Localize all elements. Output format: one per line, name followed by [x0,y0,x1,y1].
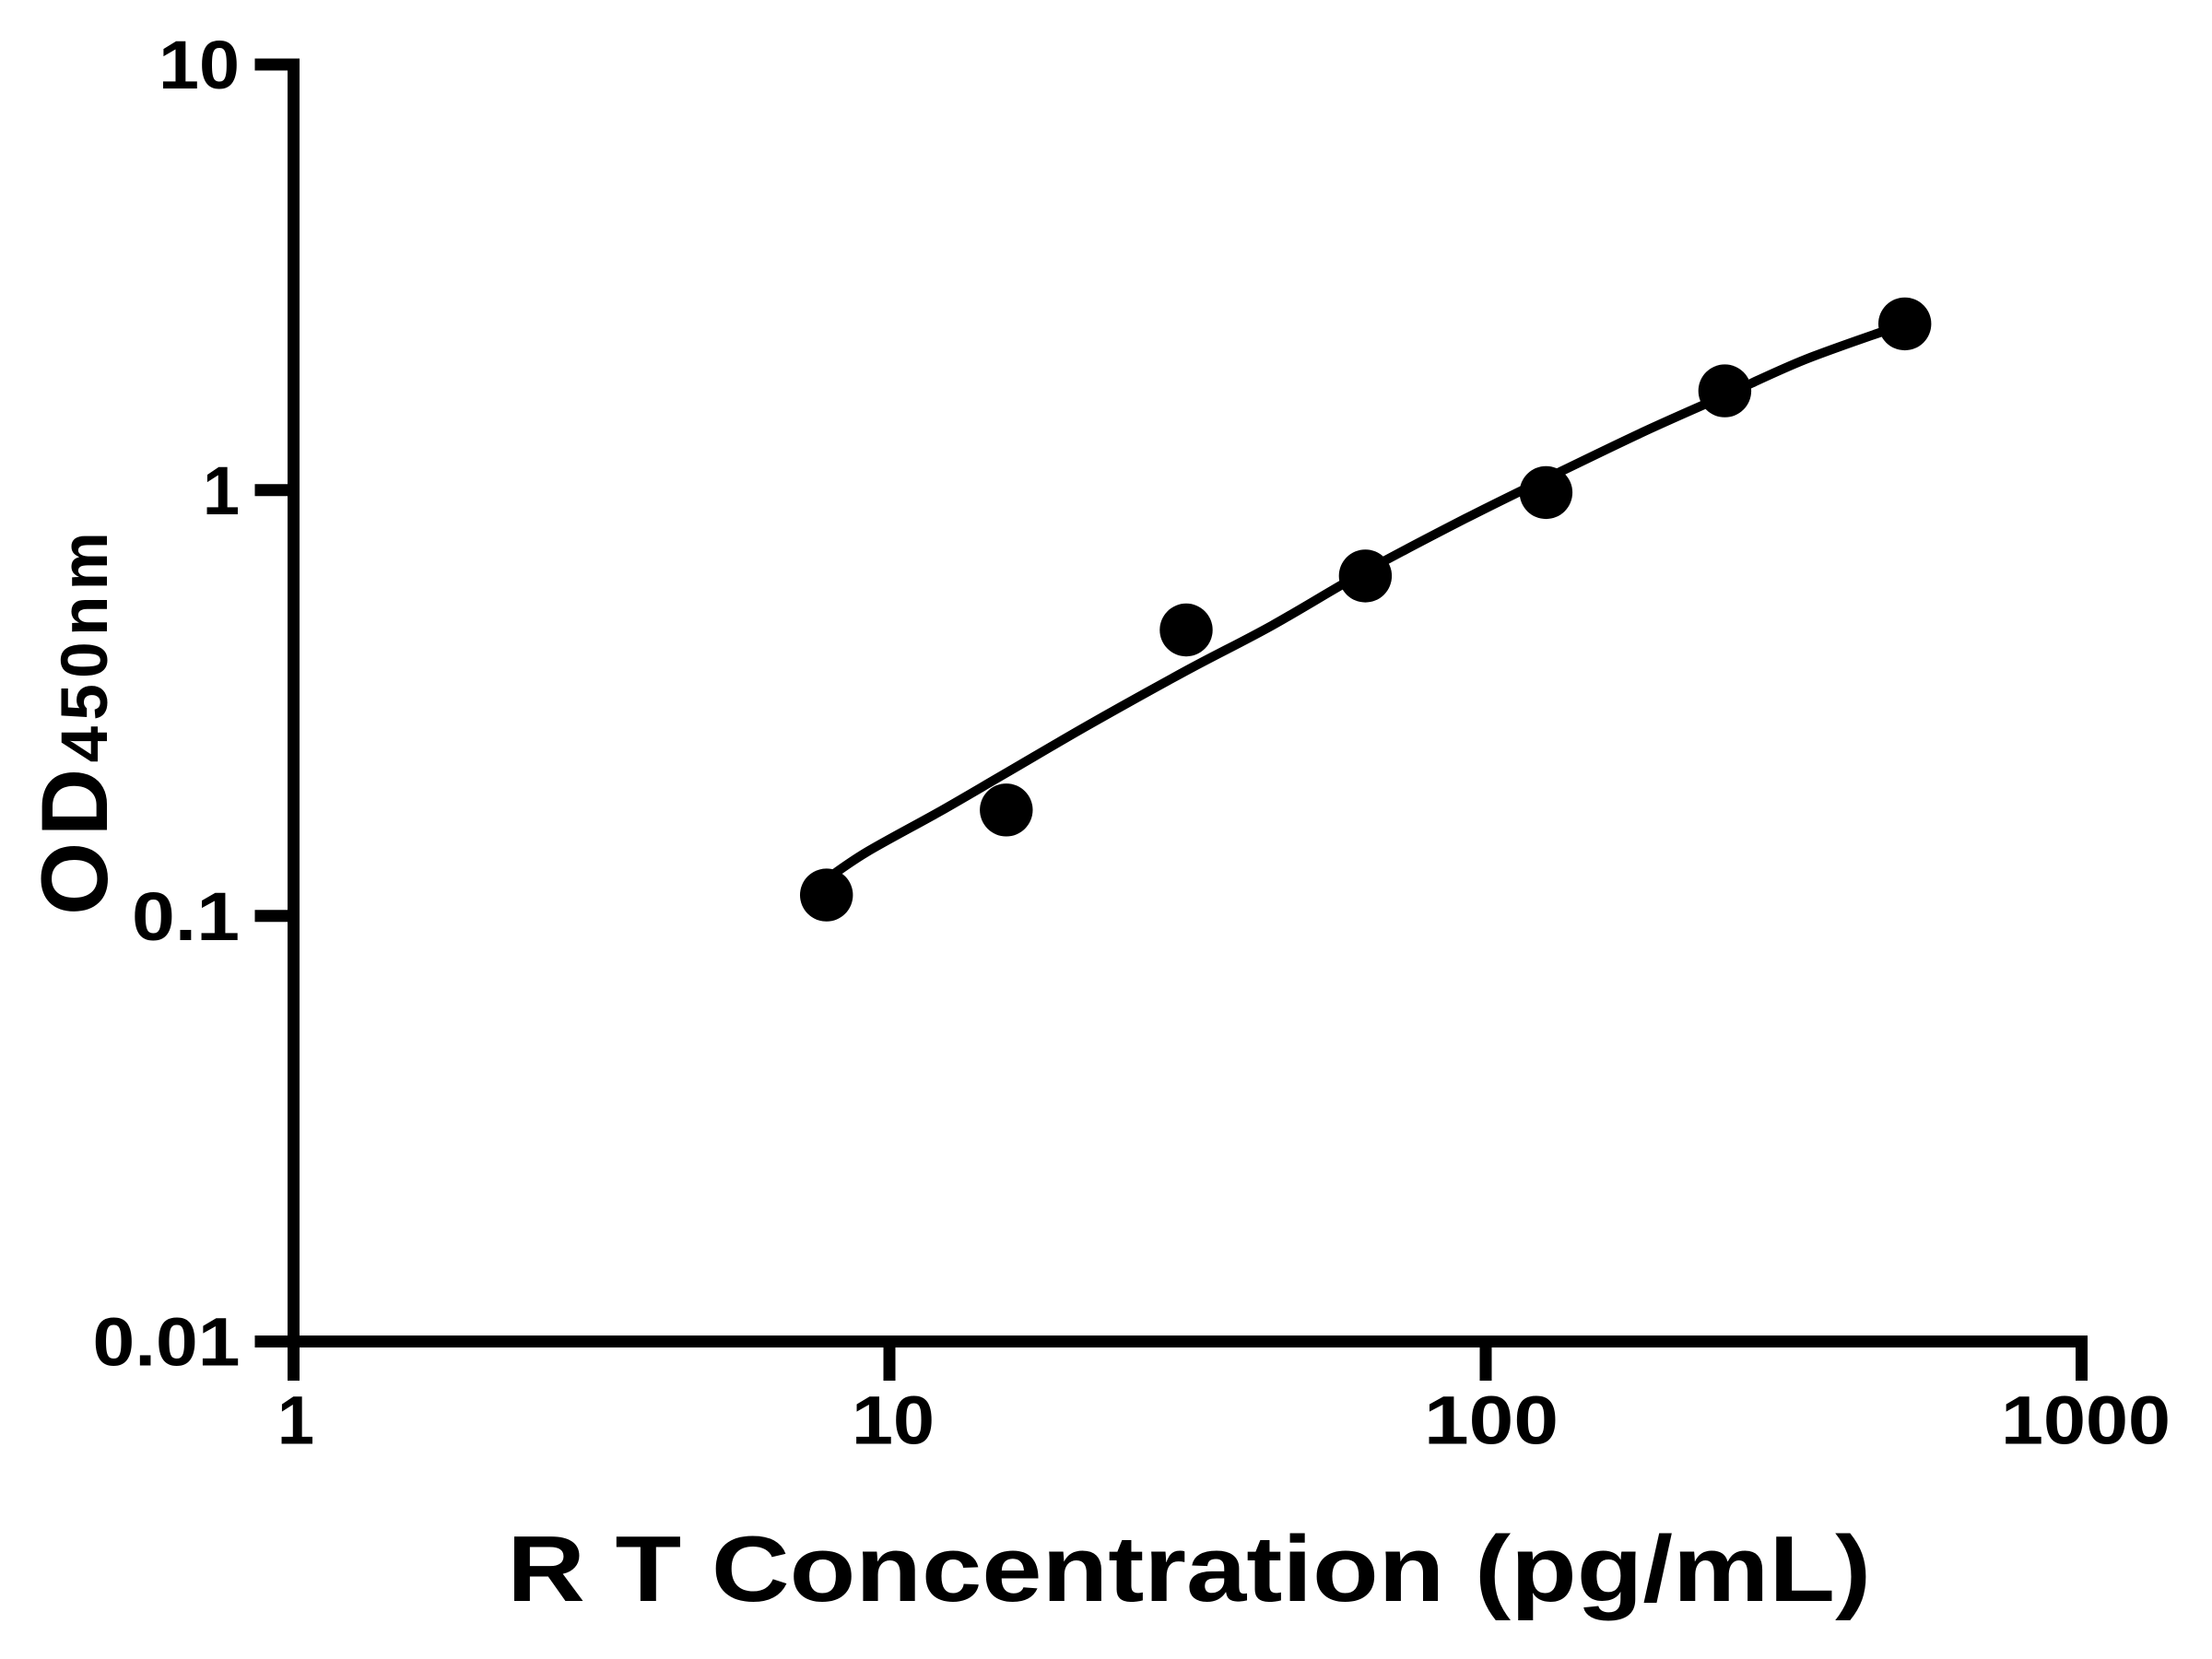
svg-text:100: 100 [1424,1382,1559,1459]
svg-text:10: 10 [159,27,240,103]
svg-text:0.1: 0.1 [132,878,240,955]
svg-text:1: 1 [203,453,240,529]
svg-text:R T Concentration (pg/mL): R T Concentration (pg/mL) [507,1518,1871,1621]
svg-text:1000: 1000 [2001,1382,2171,1459]
svg-text:0.01: 0.01 [93,1304,241,1381]
svg-text:1: 1 [277,1382,314,1459]
svg-text:10: 10 [852,1382,935,1459]
